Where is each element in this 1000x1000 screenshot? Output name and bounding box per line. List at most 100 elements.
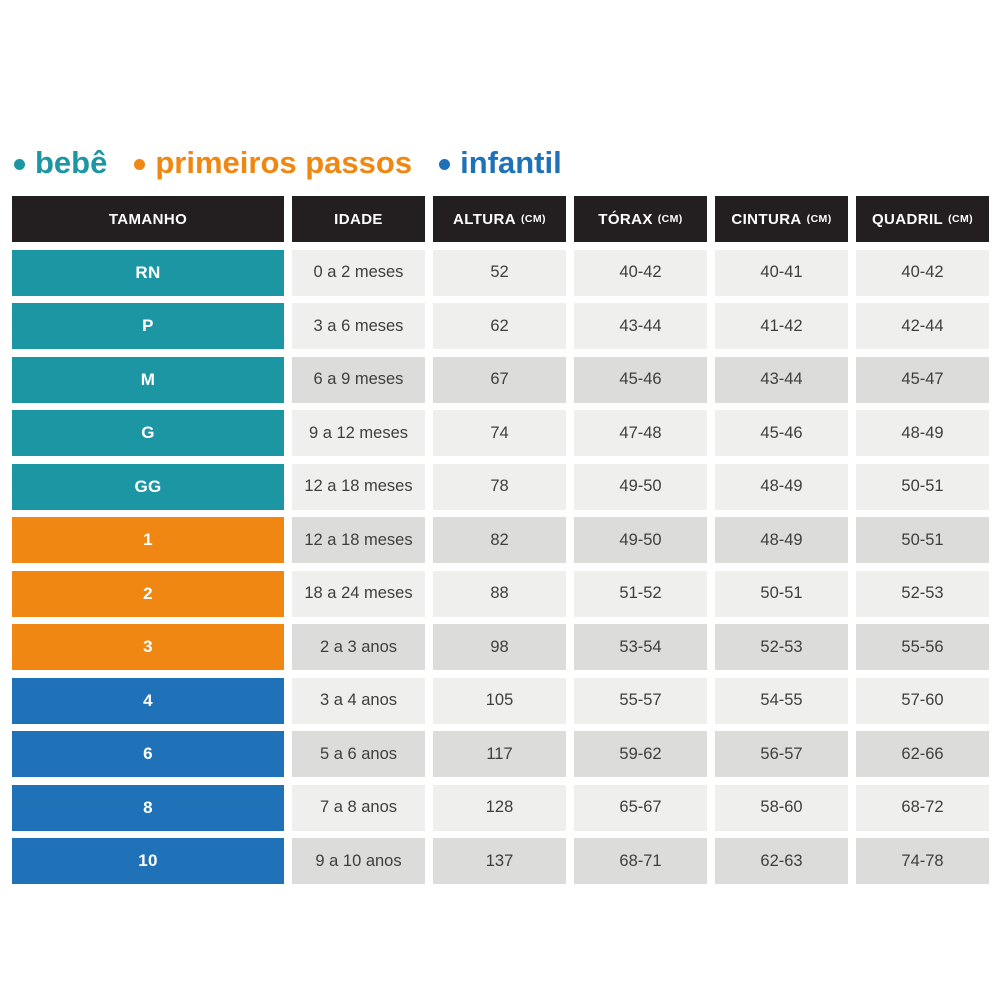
torax-cell: 49-50	[574, 463, 707, 510]
quadril-cell: 62-66	[856, 731, 989, 777]
quadril-cell: 68-72	[856, 784, 989, 831]
cintura-cell: 56-57	[715, 731, 848, 777]
altura-cell: 52	[433, 249, 566, 296]
quadril-cell: 50-51	[856, 463, 989, 510]
column-header-altura: ALTURA (CM)	[433, 196, 566, 242]
idade-cell: 7 a 8 anos	[292, 784, 425, 831]
torax-cell: 68-71	[574, 838, 707, 884]
size-cell-rn: RN	[12, 249, 284, 296]
legend-item-infantil: infantil	[439, 147, 562, 178]
quadril-cell: 48-49	[856, 410, 989, 456]
altura-cell: 78	[433, 463, 566, 510]
altura-cell: 67	[433, 356, 566, 403]
cintura-cell: 48-49	[715, 517, 848, 563]
column-header-label: ALTURA	[453, 210, 516, 228]
quadril-cell: 50-51	[856, 517, 989, 563]
cintura-cell: 52-53	[715, 624, 848, 670]
idade-cell: 0 a 2 meses	[292, 249, 425, 296]
quadril-cell: 74-78	[856, 838, 989, 884]
size-cell-g: G	[12, 410, 284, 456]
idade-cell: 9 a 10 anos	[292, 838, 425, 884]
legend-bullet-icon	[14, 158, 25, 170]
size-cell-3: 3	[12, 624, 284, 670]
legend-item-bebe: bebê	[14, 147, 107, 178]
column-header-quadril: QUADRIL (CM)	[856, 196, 989, 242]
legend-bullet-icon	[439, 158, 451, 170]
altura-cell: 128	[433, 784, 566, 831]
legend-label: primeiros passos	[155, 145, 413, 180]
torax-cell: 47-48	[574, 410, 707, 456]
idade-cell: 6 a 9 meses	[292, 356, 425, 403]
size-cell-p: P	[12, 303, 284, 349]
altura-cell: 82	[433, 517, 566, 563]
altura-cell: 117	[433, 731, 566, 777]
altura-cell: 137	[433, 838, 566, 884]
cintura-cell: 45-46	[715, 410, 848, 456]
cintura-cell: 54-55	[715, 677, 848, 724]
altura-cell: 88	[433, 570, 566, 617]
cintura-cell: 40-41	[715, 249, 848, 296]
column-header-unit: (CM)	[521, 213, 546, 225]
size-cell-4: 4	[12, 677, 284, 724]
size-cell-10: 10	[12, 838, 284, 884]
column-header-unit: (CM)	[657, 213, 683, 225]
quadril-cell: 42-44	[856, 303, 989, 349]
legend-item-primeiros_passos: primeiros passos	[134, 147, 412, 178]
idade-cell: 12 a 18 meses	[292, 463, 425, 510]
quadril-cell: 55-56	[856, 624, 989, 670]
column-header-label: CINTURA	[731, 210, 802, 228]
column-header-torax: TÓRAX (CM)	[574, 196, 707, 242]
idade-cell: 12 a 18 meses	[292, 517, 425, 563]
legend-bullet-icon	[134, 158, 146, 170]
size-cell-6: 6	[12, 731, 284, 777]
column-header-label: IDADE	[334, 210, 383, 228]
legend-label: infantil	[460, 145, 562, 180]
column-header-unit: (CM)	[806, 213, 832, 225]
torax-cell: 59-62	[574, 731, 707, 777]
quadril-cell: 52-53	[856, 570, 989, 617]
idade-cell: 9 a 12 meses	[292, 410, 425, 456]
size-table: TAMANHO IDADE ALTURA (CM) TÓRAX (CM) CIN…	[12, 196, 989, 884]
size-cell-1: 1	[12, 517, 284, 563]
torax-cell: 43-44	[574, 303, 707, 349]
column-header-tamanho: TAMANHO	[12, 196, 284, 242]
altura-cell: 98	[433, 624, 566, 670]
category-legend: bebê primeiros passos infantil	[14, 147, 562, 178]
column-header-unit: (CM)	[948, 213, 974, 225]
column-header-cintura: CINTURA (CM)	[715, 196, 848, 242]
size-cell-8: 8	[12, 784, 284, 831]
idade-cell: 3 a 4 anos	[292, 677, 425, 724]
idade-cell: 5 a 6 anos	[292, 731, 425, 777]
altura-cell: 62	[433, 303, 566, 349]
altura-cell: 105	[433, 677, 566, 724]
idade-cell: 2 a 3 anos	[292, 624, 425, 670]
cintura-cell: 48-49	[715, 463, 848, 510]
cintura-cell: 50-51	[715, 570, 848, 617]
size-cell-2: 2	[12, 570, 284, 617]
cintura-cell: 41-42	[715, 303, 848, 349]
size-cell-gg: GG	[12, 463, 284, 510]
column-header-label: QUADRIL	[871, 210, 944, 228]
torax-cell: 51-52	[574, 570, 707, 617]
torax-cell: 55-57	[574, 677, 707, 724]
torax-cell: 40-42	[574, 249, 707, 296]
altura-cell: 74	[433, 410, 566, 456]
quadril-cell: 45-47	[856, 356, 989, 403]
quadril-cell: 40-42	[856, 249, 989, 296]
torax-cell: 49-50	[574, 517, 707, 563]
cintura-cell: 62-63	[715, 838, 848, 884]
cintura-cell: 58-60	[715, 784, 848, 831]
torax-cell: 53-54	[574, 624, 707, 670]
column-header-idade: IDADE	[292, 196, 425, 242]
idade-cell: 3 a 6 meses	[292, 303, 425, 349]
column-header-label: TAMANHO	[108, 210, 188, 228]
quadril-cell: 57-60	[856, 677, 989, 724]
idade-cell: 18 a 24 meses	[292, 570, 425, 617]
legend-label: bebê	[35, 145, 108, 180]
size-cell-m: M	[12, 356, 284, 403]
torax-cell: 65-67	[574, 784, 707, 831]
column-header-label: TÓRAX	[598, 210, 653, 228]
cintura-cell: 43-44	[715, 356, 848, 403]
torax-cell: 45-46	[574, 356, 707, 403]
